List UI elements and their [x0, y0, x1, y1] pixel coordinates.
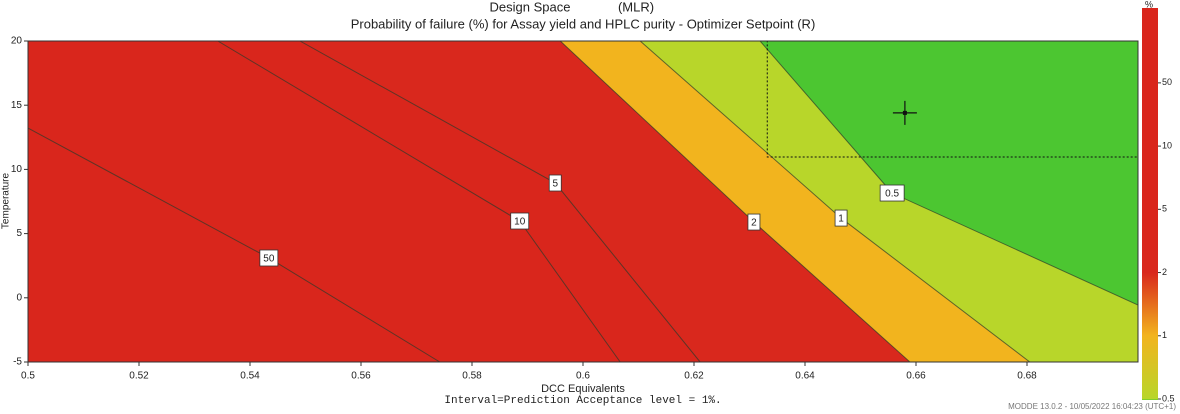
x-axis-label: DCC Equivalents — [541, 383, 625, 395]
x-tick-label: 0.66 — [906, 371, 926, 382]
y-tick-label: 5 — [16, 228, 22, 239]
y-tick-label: -5 — [13, 357, 22, 368]
chart-subtitle: Probability of failure (%) for Assay yie… — [351, 16, 816, 31]
plot-area — [28, 41, 1138, 362]
contour-label: 10 — [514, 217, 526, 228]
contour-label-box — [747, 213, 761, 231]
contour-label: 2 — [751, 218, 757, 229]
contour-label-box — [879, 184, 905, 202]
contour-label-box — [510, 212, 530, 230]
setpoint — [892, 100, 917, 125]
colorbar-label: % — [1145, 0, 1153, 9]
x-tick-label: 0.62 — [684, 371, 704, 382]
method: (MLR) — [618, 0, 654, 14]
x-tick-label: 0.5 — [21, 371, 35, 382]
colorbar-tick-label: 50 — [1162, 77, 1172, 87]
colorbar-tick-label: 5 — [1162, 204, 1167, 214]
footnote: Interval=Prediction Acceptance level = 1… — [444, 395, 721, 407]
x-tick-label: 0.54 — [240, 371, 260, 382]
y-tick-label: 10 — [11, 164, 23, 175]
x-tick-label: 0.64 — [795, 371, 815, 382]
colorbar-tick-label: 10 — [1162, 140, 1172, 150]
colorbar — [1142, 8, 1158, 400]
x-tick-label: 0.58 — [462, 371, 482, 382]
contour-label-box — [259, 249, 279, 267]
software-stamp: MODDE 13.0.2 - 10/05/2022 16:04:23 (UTC+… — [1008, 402, 1176, 411]
contour-label: 5 — [552, 179, 558, 190]
x-tick-label: 0.6 — [576, 371, 590, 382]
y-tick-label: 0 — [16, 292, 22, 303]
contour-label: 1 — [838, 214, 844, 225]
chart-title: Design Space — [490, 0, 571, 14]
colorbar-tick-label: 1 — [1162, 330, 1167, 340]
y-axis-label: Temperature — [1, 172, 12, 229]
setpoint-center — [902, 110, 907, 115]
contour-label: 50 — [263, 254, 275, 265]
colorbar-tick-label: 2 — [1162, 267, 1167, 277]
x-tick-label: 0.52 — [129, 371, 149, 382]
x-tick-label: 0.68 — [1017, 371, 1037, 382]
contour-label-box — [834, 209, 848, 227]
contour-region — [28, 41, 440, 362]
contour-label: 0.5 — [885, 189, 899, 200]
x-tick-label: 0.56 — [351, 371, 371, 382]
colorbar-tick-label: 0.5 — [1162, 393, 1175, 403]
contour-label-box — [548, 174, 562, 192]
y-tick-label: 20 — [11, 36, 23, 47]
y-tick-label: 15 — [11, 100, 23, 111]
